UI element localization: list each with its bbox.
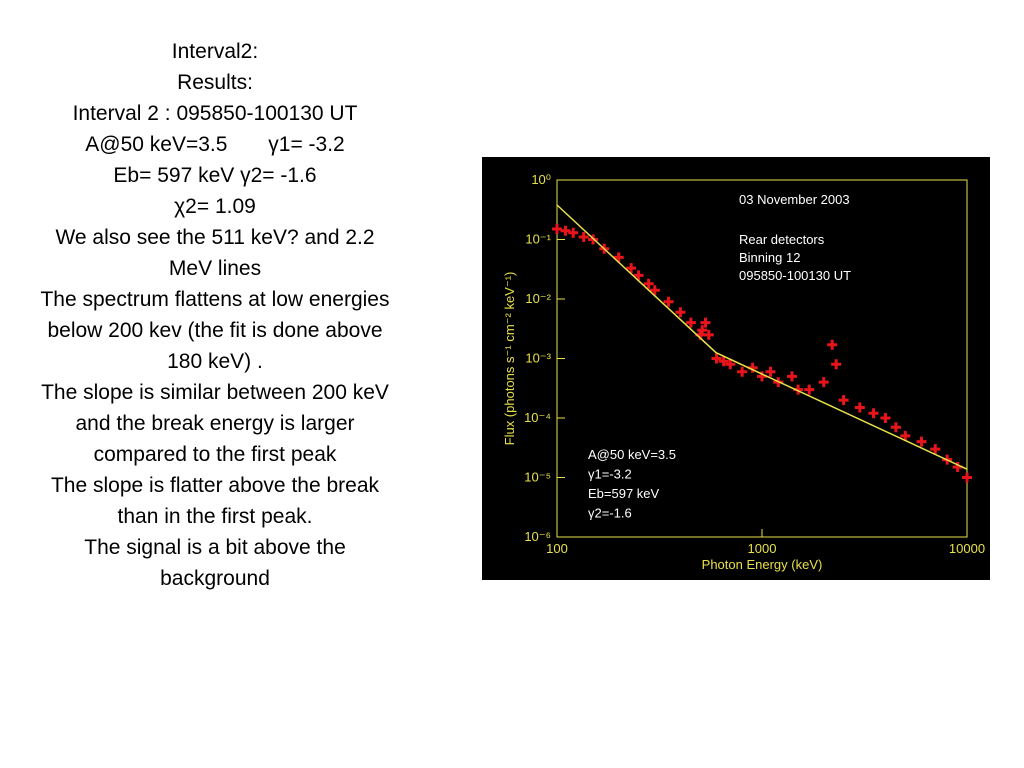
paragraph: We also see the 511 keV? and 2.2 MeV lin… [55,226,381,280]
data-point [880,413,891,423]
paragraph: The slope is flatter above the break tha… [50,474,385,528]
data-point [854,402,865,413]
x-tick-label: 1000 [748,541,777,556]
annotation: Binning 12 [739,250,800,265]
slide-text: Interval2: Results: Interval 2 : 095850-10… [35,36,395,594]
annotation: Rear detectors [739,232,825,247]
y-tick-label: 10⁻⁵ [524,470,551,485]
data-point [786,371,797,382]
data-point [890,422,901,433]
y-tick-label: 10⁰ [531,172,551,187]
y-tick-label: 10⁻⁶ [524,529,551,544]
paragraph: Results: [177,71,253,94]
data-point [718,356,729,367]
x-tick-label: 100 [546,541,568,556]
data-point [827,339,838,350]
data-point [900,430,911,441]
data-point [737,366,748,377]
data-point [633,270,644,281]
data-point [560,225,571,236]
x-axis-label: Photon Energy (keV) [702,557,823,572]
data-point [725,359,736,370]
data-point [868,408,879,419]
paragraph: The spectrum flattens at low energies be… [40,288,396,373]
paragraph: Eb= 597 keV γ2= -1.6 [113,164,317,187]
fit-line [556,204,968,470]
data-point [685,317,696,328]
fit-annotation: γ2=-1.6 [588,506,632,521]
y-tick-label: 10⁻¹ [525,232,551,247]
data-point [831,359,842,370]
data-point [930,444,941,455]
data-point [613,252,624,263]
annotation: 03 November 2003 [739,192,850,207]
data-point [568,227,579,238]
annotation: 095850-100130 UT [739,268,851,283]
paragraph: Interval2: [171,40,259,63]
data-point [649,285,660,296]
data-point [711,353,722,364]
paragraph: The slope is similar between 200 keV and… [41,381,395,466]
data-point [838,395,849,406]
y-tick-label: 10⁻² [525,291,551,306]
paragraph: The signal is a bit above the background [84,536,352,590]
data-point [804,384,815,395]
fit-annotation: γ1=-3.2 [588,467,632,482]
paragraph: Interval 2 : 095850-100130 UT [72,102,358,125]
fit-annotation: A@50 keV=3.5 [588,447,676,462]
data-point [916,436,927,447]
data-point [643,278,654,289]
data-point [552,224,562,235]
y-tick-label: 10⁻⁴ [524,410,551,425]
data-point [675,307,686,318]
x-tick-label: 10000 [949,541,985,556]
y-tick-label: 10⁻³ [525,351,551,366]
data-point [703,329,714,340]
data-point [697,325,708,336]
data-point [663,296,674,307]
data-point [818,377,829,388]
fit-annotation: Eb=597 keV [588,486,660,501]
paragraph: A@50 keV=3.5 γ1= -3.2 [85,133,345,156]
data-point [578,232,589,243]
paragraph: χ2= 1.09 [174,195,256,218]
chart-background [482,157,990,580]
data-point [700,317,711,328]
data-point [765,366,776,377]
y-axis-label: Flux (photons s⁻¹ cm⁻² keV⁻¹) [502,272,517,446]
data-point [626,263,637,274]
data-point [962,472,972,483]
